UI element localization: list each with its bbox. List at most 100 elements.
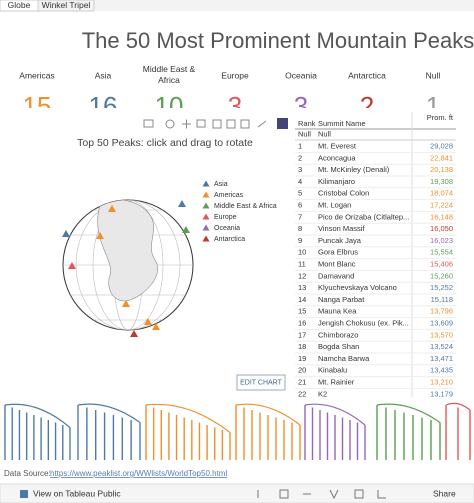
rank-cell: 7 (298, 212, 302, 221)
toolbar (143, 119, 267, 129)
legend-label: Middle East & Africa (214, 203, 277, 210)
tab[interactable] (37, 0, 95, 12)
header-cell: Null (298, 129, 311, 138)
bottom-chart (4, 402, 471, 460)
lollipop-top (304, 403, 366, 426)
rank-cell: 6 (298, 200, 302, 209)
footer-icons[interactable] (257, 489, 386, 500)
prominence-cell: 13,609 (430, 318, 453, 327)
lollipop-top (445, 402, 471, 411)
prominence-cell: 16,050 (430, 224, 453, 233)
lollipop-top (145, 403, 231, 433)
column-header: Rank (298, 119, 316, 128)
page-title: The 50 Most Prominent Mountain Peaks (82, 28, 474, 53)
name-cell: Namcha Barwa (318, 354, 370, 363)
pan-icon[interactable] (182, 119, 191, 129)
share-button[interactable]: Share (433, 488, 456, 498)
region-name: Null (426, 70, 441, 80)
rank-cell: 21 (298, 377, 306, 386)
spike-icon[interactable] (257, 120, 267, 128)
region-name-line: Africa (158, 75, 180, 85)
name-cell: Jengish Chokusu (ex. Pik... (318, 318, 409, 327)
prominence-cell: 22,841 (430, 153, 453, 162)
region-count: 10 (155, 91, 184, 121)
region-count: 16 (89, 91, 118, 121)
region-count: 1 (426, 91, 440, 121)
rank-cell: 18 (298, 342, 306, 351)
legend-marker (202, 191, 210, 198)
region-name: Oceania (285, 70, 317, 80)
name-cell: Bogda Shan (318, 342, 359, 351)
rank-cell: 17 (298, 330, 306, 339)
legend-label: Europe (214, 214, 237, 221)
tab-label[interactable]: Globe (8, 0, 31, 10)
lollipop-top (376, 403, 441, 423)
rank-cell: 16 (298, 318, 306, 327)
name-cell: Mont Blanc (318, 259, 356, 268)
reset-icon[interactable] (240, 119, 250, 129)
zoom-icon[interactable] (165, 119, 175, 129)
region-name-line: Middle East & (143, 64, 196, 74)
rank-cell: 4 (298, 177, 302, 186)
rank-cell: 22 (298, 389, 306, 398)
rank-cell: 9 (298, 236, 302, 245)
name-cell: Mt. Rainier (318, 377, 355, 386)
rank-cell: 8 (298, 224, 302, 233)
zoom-out-icon[interactable] (226, 119, 236, 129)
edit-chart-label[interactable]: EDIT CHART (240, 379, 282, 386)
prominence-cell: 29,028 (430, 141, 453, 150)
plotly-logo[interactable] (277, 118, 288, 129)
prominence-cell: 16,148 (430, 212, 453, 221)
footer-link[interactable]: View on Tableau Public (33, 488, 121, 498)
tableau-icon (20, 490, 28, 498)
region-counts: 15 16 10 3 3 2 1 (23, 91, 441, 121)
globe-title: Top 50 Peaks: click and drag to rotate (77, 137, 253, 149)
name-cell: Mt. McKinley (Denali) (318, 165, 390, 174)
region-count: 3 (294, 91, 308, 121)
name-cell: Mt. Logan (318, 200, 351, 209)
name-cell: Damavand (318, 271, 354, 280)
rank-cell: 15 (298, 307, 306, 316)
lollipop-top (4, 403, 71, 428)
rank-cell: 19 (298, 354, 306, 363)
globe[interactable] (62, 190, 194, 340)
camera-icon[interactable] (143, 119, 154, 128)
name-cell: Kinabalu (318, 366, 347, 375)
name-cell: Puncak Jaya (318, 236, 362, 245)
name-cell: Mauna Kea (318, 307, 357, 316)
column-header: Prom. ft (427, 113, 454, 122)
source-link[interactable]: https://www.peaklist.org/WWlists/WorldTo… (50, 469, 227, 478)
tab-label[interactable]: Winkel Tripel (42, 0, 91, 10)
region-name: Antarctica (348, 70, 386, 80)
name-cell: Klyuchevskaya Volcano (318, 283, 397, 292)
prominence-cell: 19,308 (430, 177, 453, 186)
lollipop-top (77, 403, 141, 423)
region-count: 3 (228, 91, 242, 121)
prominence-cell: 13,179 (430, 389, 453, 398)
prominence-cell: 13,210 (430, 377, 453, 386)
rank-cell: 2 (298, 153, 302, 162)
legend: Asia Americas Middle East & Africa Europe Oc… (202, 180, 277, 243)
legend-label: Antarctica (214, 236, 245, 243)
zoom-in-icon[interactable] (212, 119, 222, 129)
region-count: 15 (23, 91, 52, 121)
rank-cell: 13 (298, 283, 306, 292)
legend-label: Americas (214, 192, 244, 199)
legend-marker (202, 224, 210, 231)
edit-chart-button[interactable] (236, 374, 286, 391)
peak-table: Rank Summit Name Prom. ft Null Null 1 Mt. Ever… (295, 112, 456, 398)
name-cell: Aconcagua (318, 153, 356, 162)
lollipop-top (235, 403, 301, 426)
prominence-cell: 13,796 (430, 307, 453, 316)
prominence-cell: 13,471 (430, 354, 453, 363)
prominence-cell: 15,554 (430, 248, 453, 257)
rank-cell: 14 (298, 295, 306, 304)
region-name: Middle East & Africa (143, 64, 196, 85)
region-name: Americas (19, 70, 54, 80)
region-name: Asia (95, 70, 112, 80)
prominence-cell: 15,118 (431, 295, 453, 304)
name-cell: Vinson Massif (318, 224, 365, 233)
legend-label: Oceania (214, 225, 240, 232)
select-icon[interactable] (196, 119, 206, 128)
